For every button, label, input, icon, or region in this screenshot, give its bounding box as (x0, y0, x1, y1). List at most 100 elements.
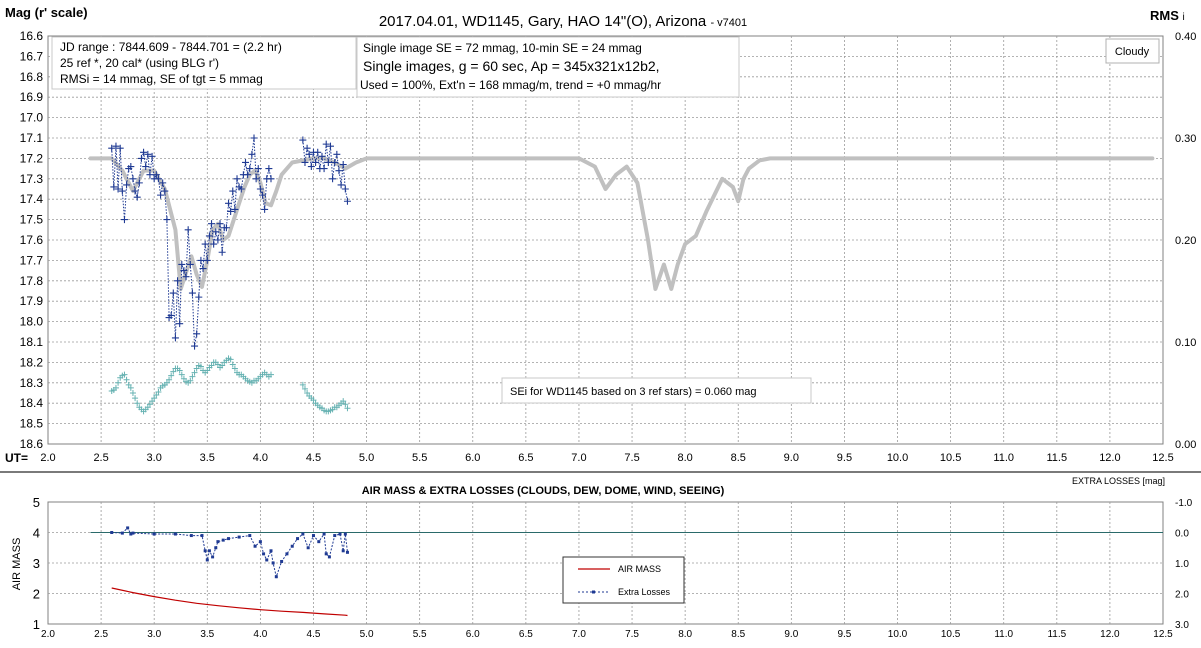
target-point (154, 175, 162, 183)
airmass-line (111, 587, 348, 617)
x-axis-label: UT= (5, 451, 28, 465)
target-point (237, 185, 245, 193)
target-point (152, 171, 160, 179)
x-tick-label: 3.5 (200, 629, 214, 640)
y-tick-label-right: 0.20 (1175, 235, 1196, 247)
rms-point (121, 371, 128, 378)
rms-point (189, 373, 196, 380)
target-point (324, 158, 332, 166)
extra-losses-point (248, 534, 252, 538)
y-tick-label-left: 2 (33, 587, 40, 602)
y-tick-label-left: 16.6 (20, 29, 44, 43)
target-point (184, 226, 192, 234)
series-layer (90, 526, 1163, 617)
target-point (210, 240, 218, 248)
rms-point (229, 361, 236, 368)
y-tick-label-left: 17.5 (20, 213, 44, 227)
x-tick-label: 9.0 (784, 629, 798, 640)
extra-losses-point (205, 558, 209, 562)
cloudy-label-box: Cloudy (1105, 38, 1160, 64)
x-tick-label: 4.5 (306, 452, 321, 464)
target-point (169, 289, 177, 297)
x-tick-label: 6.5 (518, 452, 533, 464)
target-point (265, 165, 273, 173)
extra-losses-point (221, 538, 225, 542)
x-tick-label: 2.0 (41, 629, 55, 640)
target-point (110, 183, 118, 191)
target-point (112, 142, 120, 150)
target-point (335, 167, 343, 175)
y-tick-label-right: 0.40 (1175, 31, 1196, 43)
x-tick-label: 12.5 (1153, 629, 1173, 640)
target-point (197, 256, 205, 264)
target-point (137, 154, 145, 162)
rms-point (227, 356, 234, 363)
rms-point (153, 392, 160, 399)
y-tick-label-right: 2.0 (1175, 590, 1189, 601)
y-tick-label-left: 18.6 (20, 437, 44, 451)
x-tick-label: 10.0 (888, 629, 908, 640)
panel-divider (0, 471, 1201, 473)
rms-point (310, 397, 317, 404)
x-tick-label: 5.0 (359, 452, 374, 464)
x-tick-label: 5.5 (413, 629, 427, 640)
main-lightcurve-chart: 2017.04.01, WD1145, Gary, HAO 14"(O), Ar… (5, 5, 1196, 465)
rms-point (178, 371, 185, 378)
y-tick-label-left: 5 (33, 495, 40, 510)
x-tick-label: 3.5 (200, 452, 215, 464)
extra-losses-point (110, 531, 114, 534)
info-box-jd: JD range : 7844.609 - 7844.701 = (2.2 hr… (51, 36, 357, 90)
target-point (205, 232, 213, 240)
target-point (299, 136, 307, 144)
target-point (186, 260, 194, 268)
y-tick-label-left: 4 (33, 526, 40, 541)
y-tick-label-right: -1.0 (1175, 498, 1193, 509)
info-line: Used = 100%, Ext'n = 168 mmag/m, trend =… (360, 78, 661, 92)
target-point (142, 163, 150, 171)
x-tick-label: 9.0 (784, 452, 799, 464)
y-tick-label-left: 17.8 (20, 274, 44, 288)
extra-losses-point (203, 549, 207, 553)
y-tick-label-left: 18.4 (20, 396, 44, 410)
x-tick-label: 9.5 (837, 452, 852, 464)
rms-point (112, 384, 119, 391)
target-point (244, 171, 252, 179)
rms-point (115, 379, 122, 386)
target-point (131, 187, 139, 195)
extra-losses-point (152, 532, 156, 536)
rms-point (342, 401, 349, 408)
target-point (307, 163, 315, 171)
target-point (341, 185, 349, 193)
y-tick-label-left: 17.7 (20, 253, 44, 267)
target-point (305, 150, 313, 158)
y-tick-label-left: 17.0 (20, 111, 44, 125)
target-point (120, 216, 128, 224)
target-point (318, 152, 326, 160)
extra-losses-point (311, 534, 315, 538)
airmass-losses-chart: AIR MASS & EXTRA LOSSES (CLOUDS, DEW, DO… (11, 476, 1193, 640)
extra-losses-point (200, 534, 204, 538)
y-tick-label-left: 17.9 (20, 294, 44, 308)
legend: AIR MASS Extra Losses (562, 556, 685, 604)
rms-point (231, 365, 238, 372)
target-point (326, 142, 334, 150)
legend-losses-label: Extra Losses (618, 587, 671, 597)
rms-point (132, 395, 139, 402)
legend-losses-marker (592, 590, 595, 594)
target-point (216, 220, 224, 228)
x-tick-label: 4.5 (307, 629, 321, 640)
extra-losses-point (189, 534, 193, 538)
rms-point (123, 376, 130, 383)
target-point (339, 161, 347, 169)
axis-ticks: 2.0 2.5 3.0 3.5 4.0 4.5 5.0 5.5 6.0 6.5 7.0 7.5 8.0 8… (33, 495, 1193, 640)
x-tick-label: 8.0 (678, 629, 692, 640)
target-point (303, 144, 311, 152)
model-curve (88, 156, 1155, 291)
y-tick-label-right: 3.0 (1175, 620, 1189, 631)
y-tick-label-left: 17.2 (20, 151, 44, 165)
y-axis-left-label: Mag (r' scale) (5, 5, 88, 20)
target-point (214, 236, 222, 244)
target-point (157, 191, 165, 199)
extra-losses-point (322, 532, 326, 536)
extra-losses-point (345, 550, 349, 554)
